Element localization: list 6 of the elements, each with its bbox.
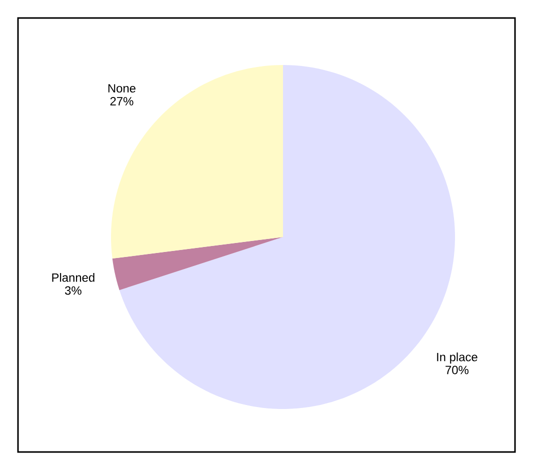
slice-label: None [108, 84, 136, 93]
data-label: 70% [446, 366, 468, 374]
slice-label: Planned [52, 273, 94, 282]
slice-label: In place [437, 352, 478, 364]
data-label: 3% [64, 286, 82, 295]
data-label: 27% [110, 97, 134, 106]
